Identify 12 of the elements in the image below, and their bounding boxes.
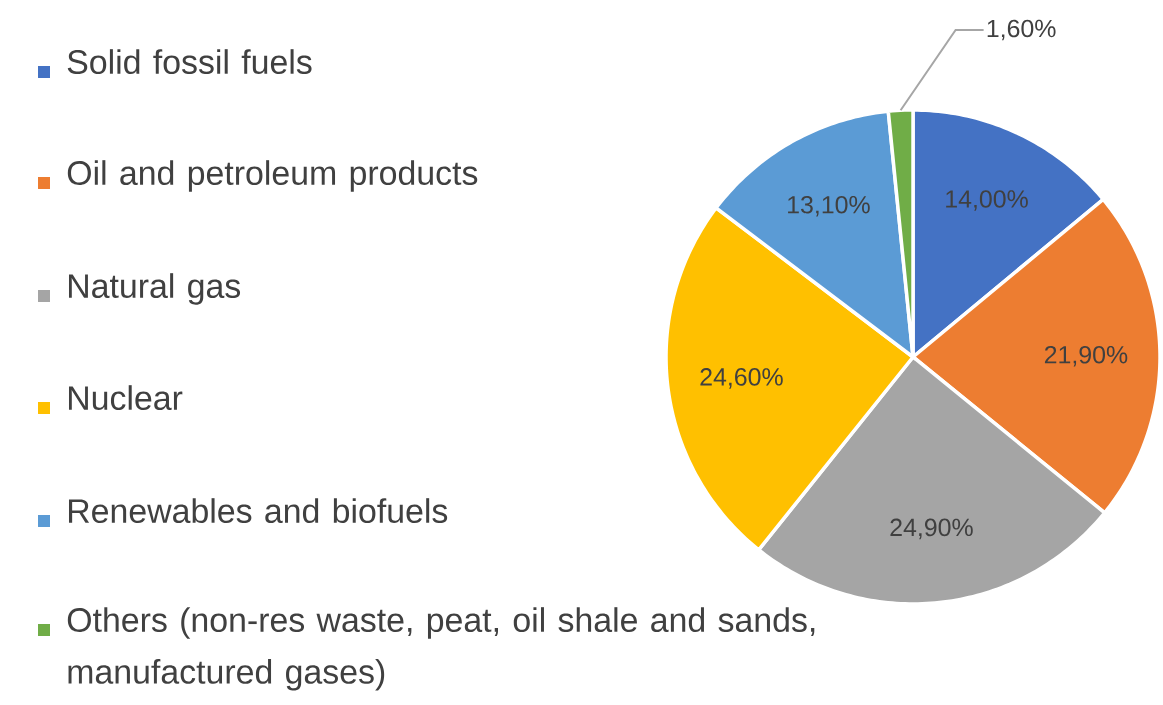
legend-label: Natural gas [68, 273, 241, 305]
legend-label: Others (non-res waste, peat, oil shale and sands, manufactured gases) [67, 607, 815, 691]
legend-label: Nuclear [68, 385, 183, 411]
data-label: 13,10% [788, 195, 870, 217]
legend-label: Solid fossil fuels [67, 49, 312, 75]
data-label: 14,00% [946, 190, 1028, 211]
data-label: 24,90% [890, 518, 973, 540]
data-label: 21,90% [1044, 345, 1128, 367]
legend-label: Oil and petroleum products [67, 160, 478, 192]
legend-label: Renewables and biofuels [68, 498, 448, 524]
data-label: 24,60% [700, 368, 783, 389]
data-label: 1,60% [987, 19, 1056, 41]
